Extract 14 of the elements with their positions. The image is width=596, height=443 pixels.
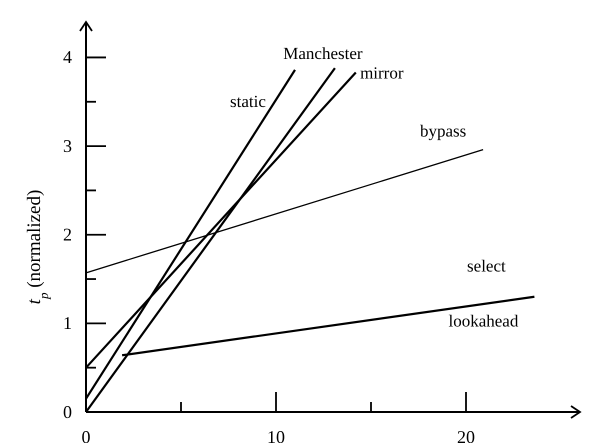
series-label: bypass bbox=[420, 122, 466, 141]
y-tick-label: 3 bbox=[63, 136, 72, 156]
y-tick-label: 1 bbox=[63, 313, 72, 334]
series-label: static bbox=[230, 92, 266, 111]
x-tick-label: 20 bbox=[457, 426, 475, 443]
series-label: Manchester bbox=[283, 44, 363, 63]
y-tick-label: 0 bbox=[63, 402, 72, 422]
series-label: select bbox=[467, 256, 506, 276]
series-label: mirror bbox=[360, 63, 404, 82]
y-tick-label: 4 bbox=[63, 47, 72, 68]
annotation: lookahead bbox=[448, 312, 519, 331]
x-tick-label: 10 bbox=[267, 426, 285, 443]
y-tick-label: 2 bbox=[63, 224, 72, 244]
x-tick-label: 0 bbox=[82, 426, 90, 443]
